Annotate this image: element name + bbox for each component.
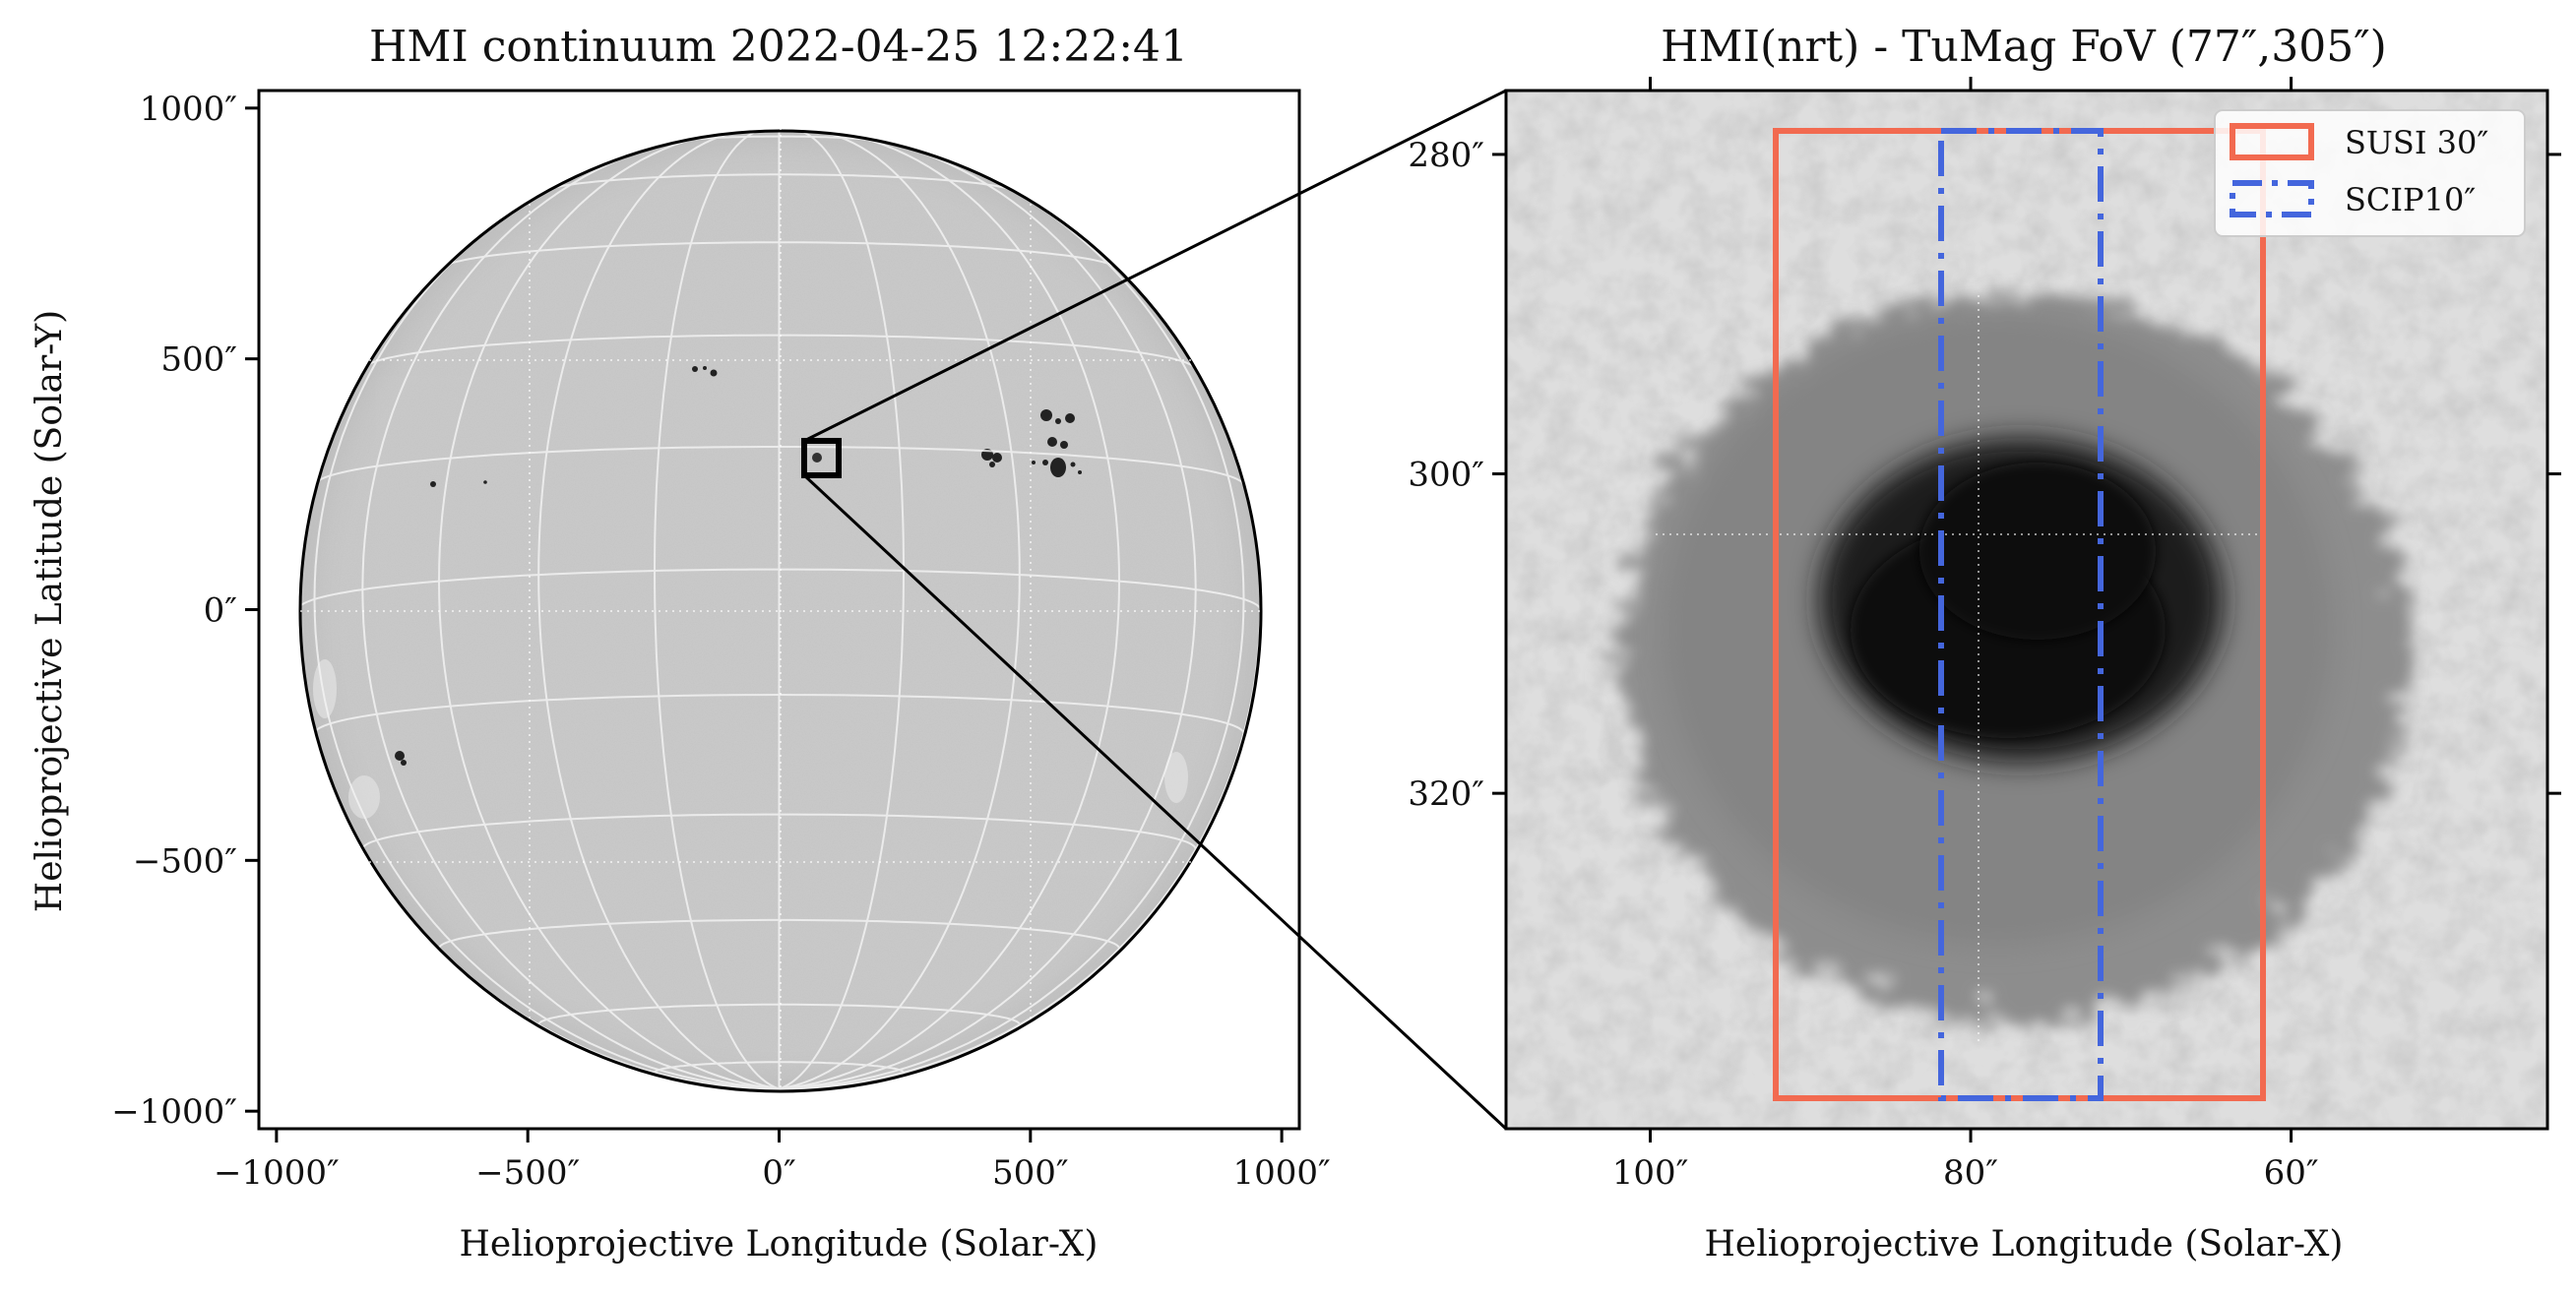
left-y-label: Helioprojective Latitude (Solar-Y) bbox=[30, 310, 70, 912]
grid-line bbox=[437, 131, 780, 1090]
left-x-tick-label: 1000″ bbox=[1233, 1153, 1331, 1193]
grid-line bbox=[653, 1061, 906, 1076]
right-axes-frame bbox=[1504, 89, 2549, 1131]
left-x-ticks: −1000″ −500″ 0″ 500″ 1000″ bbox=[214, 1129, 1331, 1193]
grid-line bbox=[313, 693, 1245, 734]
left-x-tick-label: −500″ bbox=[475, 1153, 580, 1193]
grid-line bbox=[437, 918, 1121, 952]
legend-box bbox=[2214, 109, 2526, 237]
right-x-tick-label: 60″ bbox=[2264, 1153, 2319, 1193]
right-x-ticks: 100″ 80″ 60″ bbox=[1612, 77, 2319, 1193]
grid-line bbox=[313, 446, 1245, 485]
zoom-connector-lines bbox=[802, 89, 1508, 1131]
fov-box bbox=[801, 438, 842, 478]
legend-scip-swatch bbox=[2230, 180, 2314, 217]
right-title: HMI(nrt) - TuMag FoV (77″,305″) bbox=[1661, 22, 2387, 72]
left-panel: −1000″ −500″ 0″ 500″ 1000″ 1000″500″0″−500″−… bbox=[30, 22, 1331, 1265]
left-y-tick-label: −500″ bbox=[133, 841, 237, 881]
scip-fov-rect bbox=[1938, 128, 2104, 1101]
legend-scip-label: SCIP10″ bbox=[2345, 181, 2476, 218]
left-y-tick-label: 1000″ bbox=[140, 90, 237, 129]
left-x-label: Helioprojective Longitude (Solar-X) bbox=[460, 1224, 1099, 1265]
axis-dotted-grid bbox=[300, 128, 1263, 1092]
grid-line bbox=[779, 131, 1121, 1090]
grid-line bbox=[362, 334, 1196, 369]
legend-susi-label: SUSI 30″ bbox=[2345, 124, 2488, 161]
left-x-tick-label: 0″ bbox=[762, 1153, 795, 1193]
grid-line bbox=[361, 813, 1197, 851]
legend-susi-swatch bbox=[2230, 123, 2314, 160]
right-y-tick-label: 300″ bbox=[1408, 456, 1484, 495]
left-y-tick-label: −1000″ bbox=[111, 1092, 237, 1132]
grid-line bbox=[361, 133, 780, 1090]
grid-line bbox=[300, 568, 1261, 610]
grid-line bbox=[653, 131, 780, 1090]
right-x-tick-label: 100″ bbox=[1612, 1153, 1689, 1193]
left-x-tick-label: 500″ bbox=[992, 1153, 1069, 1193]
left-y-tick-label: 0″ bbox=[204, 591, 237, 631]
right-y-tick-label: 320″ bbox=[1408, 774, 1484, 814]
grid-line bbox=[541, 173, 1017, 193]
zoom-dotted-grid bbox=[1656, 295, 2264, 1043]
grid-line bbox=[779, 133, 1197, 1090]
grid-line bbox=[537, 1003, 1021, 1028]
right-y-tick-label: 280″ bbox=[1408, 136, 1484, 175]
grid-line bbox=[440, 241, 1118, 269]
legend: SUSI 30″ SCIP10″ bbox=[2214, 109, 2526, 237]
left-title: HMI continuum 2022-04-25 12:22:41 bbox=[369, 22, 1188, 72]
right-x-tick-label: 80″ bbox=[1943, 1153, 1998, 1193]
left-x-tick-label: −1000″ bbox=[214, 1153, 340, 1193]
grid-line bbox=[779, 131, 906, 1090]
right-x-label: Helioprojective Longitude (Solar-X) bbox=[1705, 1224, 2344, 1265]
right-y-ticks: 280″ 300″ 320″ bbox=[1408, 136, 2561, 814]
grid-line bbox=[537, 131, 780, 1090]
left-y-ticks: 1000″ 500″ 0″ −500″ −1000″ bbox=[111, 90, 259, 1132]
right-panel: SUSI 30″ SCIP10″ 100″ 80″ 60″ 280″ 300″ 320″… bbox=[1408, 22, 2561, 1265]
zoomed-image bbox=[1506, 91, 2547, 1129]
umbra bbox=[1819, 438, 2223, 763]
left-y-tick-label: 500″ bbox=[160, 340, 237, 380]
grid-line bbox=[779, 131, 1021, 1090]
